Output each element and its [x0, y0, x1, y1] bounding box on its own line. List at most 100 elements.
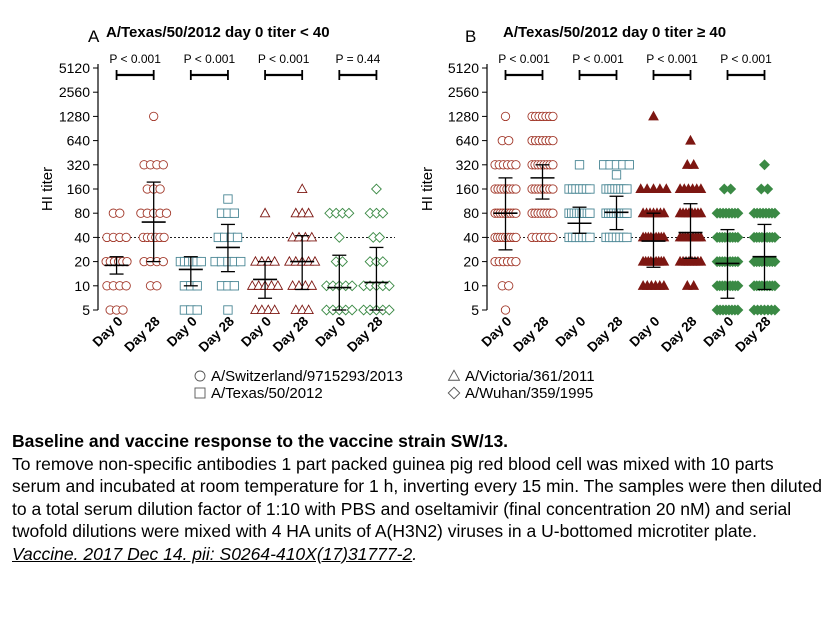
legend-label: A/Switzerland/9715293/2013	[211, 368, 403, 385]
legend-item: A/Victoria/361/2011	[447, 368, 595, 385]
legend: A/Switzerland/9715293/2013A/Texas/50/201…	[194, 368, 595, 402]
caption-body: To remove non-specific antibodies 1 part…	[12, 453, 822, 542]
data-point	[262, 304, 274, 315]
data-group	[321, 207, 358, 316]
data-point	[654, 183, 666, 194]
data-group	[564, 160, 595, 243]
data-point	[622, 184, 632, 194]
data-group	[635, 110, 672, 290]
data-point	[769, 207, 781, 219]
data-point	[695, 183, 707, 194]
data-point	[377, 207, 389, 219]
y-tick-label: 5	[471, 302, 479, 318]
data-point	[296, 183, 308, 194]
y-tick-label: 80	[74, 205, 90, 221]
data-point	[383, 280, 395, 292]
figure: A A/Texas/50/2012 day 0 titer < 40 5 10 20 40…	[39, 24, 783, 402]
p-value-label: P < 0.001	[498, 52, 550, 66]
data-point	[548, 111, 558, 122]
y-tick-label: 2560	[59, 84, 90, 100]
p-value-label: P < 0.001	[258, 52, 310, 66]
data-group	[175, 256, 206, 315]
y-tick-label: 640	[456, 133, 480, 149]
data-point	[759, 159, 770, 171]
data-point	[333, 231, 345, 243]
data-point	[585, 208, 595, 218]
data-point	[725, 183, 737, 195]
data-point	[611, 170, 622, 180]
p-value-label: P < 0.001	[572, 52, 624, 66]
data-point	[269, 304, 281, 315]
data-point	[769, 231, 781, 243]
data-point	[548, 208, 558, 218]
y-tick-label: 20	[74, 254, 90, 270]
data-point	[681, 159, 693, 169]
data-point	[250, 304, 261, 315]
y-tick-label: 10	[463, 278, 479, 294]
p-value-label: P < 0.001	[646, 52, 698, 66]
legend-triangle-icon	[447, 369, 461, 381]
panel-b: B A/Texas/50/2012 day 0 titer ≥ 40 5 10 20 40…	[419, 24, 783, 355]
data-point	[300, 231, 311, 242]
legend-label: A/Wuhan/359/1995	[465, 385, 593, 402]
legend-diamond-icon	[447, 386, 461, 400]
x-tick-label: Day 28	[732, 313, 774, 355]
data-point	[374, 231, 386, 243]
y-tick-label: 40	[74, 229, 90, 245]
data-point	[155, 184, 165, 194]
x-tick-label: Day 28	[196, 313, 238, 355]
data-point	[762, 183, 774, 195]
citation-link[interactable]: Vaccine. 2017 Dec 14. pii: S0264-410X(17…	[12, 543, 413, 564]
data-point	[500, 305, 511, 315]
caption-title: Baseline and vaccine response to the vac…	[12, 431, 509, 451]
data-point	[769, 280, 781, 292]
data-point	[115, 208, 125, 218]
data-point	[118, 305, 128, 315]
y-tick-label: 320	[456, 157, 480, 173]
data-point	[296, 207, 308, 218]
data-point	[236, 256, 246, 267]
data-group	[711, 183, 744, 316]
x-tick-label: Day 28	[658, 313, 700, 355]
data-point	[500, 111, 511, 122]
data-point	[250, 255, 261, 266]
data-point	[253, 280, 265, 290]
data-point	[648, 110, 659, 121]
y-axis-label: HI titer	[39, 167, 56, 211]
data-point	[511, 232, 521, 243]
y-tick-label: 160	[456, 181, 480, 197]
data-point	[229, 208, 239, 218]
data-point	[548, 135, 558, 146]
data-point	[346, 304, 358, 316]
data-point	[192, 305, 202, 315]
data-point	[641, 183, 653, 194]
y-tick-label: 2560	[448, 84, 479, 100]
data-point	[511, 160, 521, 170]
x-tick-label: Day 28	[584, 313, 626, 355]
data-point	[296, 304, 308, 315]
caption-citation: Vaccine. 2017 Dec 14. pii: S0264-410X(17…	[12, 543, 824, 566]
data-point	[548, 232, 558, 243]
data-point	[732, 231, 744, 243]
data-point	[732, 207, 744, 219]
data-point	[624, 160, 634, 170]
data-point	[769, 256, 781, 268]
data-group	[358, 183, 395, 316]
data-group	[136, 111, 172, 291]
data-group	[246, 207, 284, 315]
data-point	[383, 304, 395, 316]
data-point	[232, 232, 243, 243]
y-tick-label: 5120	[59, 60, 90, 76]
data-point	[688, 280, 700, 290]
panel-title: A/Texas/50/2012 day 0 titer ≥ 40	[503, 24, 726, 41]
data-group	[527, 111, 558, 243]
data-point	[303, 304, 314, 315]
data-group	[101, 208, 132, 315]
data-group	[674, 134, 707, 290]
data-point	[256, 304, 268, 315]
data-point	[269, 255, 281, 266]
data-point	[769, 304, 781, 316]
data-point	[287, 280, 298, 290]
data-point	[121, 232, 131, 243]
data-point	[685, 134, 696, 145]
